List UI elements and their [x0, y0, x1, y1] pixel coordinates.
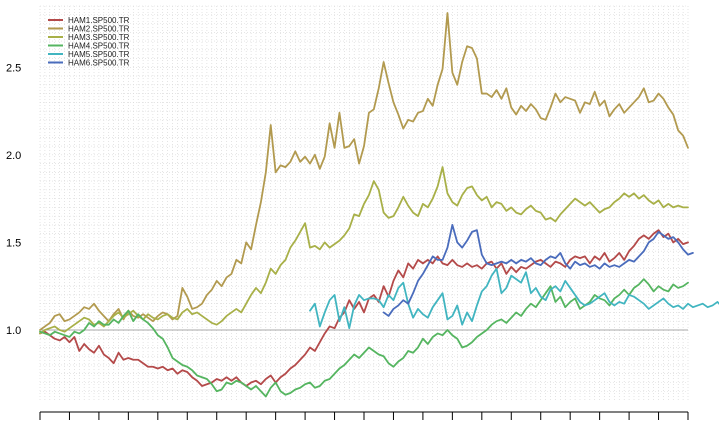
legend-label: HAM2.SP500.TR: [68, 25, 130, 34]
series-line-ham6: [382, 223, 694, 317]
series-line-ham4: [39, 278, 689, 398]
series-line-ham1: [39, 229, 689, 387]
y-tick-label: 1.0: [6, 325, 21, 337]
series-lines: [39, 12, 719, 398]
y-tick-label: 1.5: [6, 237, 21, 249]
legend-label: HAM1.SP500.TR: [68, 16, 130, 25]
legend: HAM1.SP500.TRHAM2.SP500.TRHAM3.SP500.TRH…: [48, 16, 130, 68]
legend-label: HAM6.SP500.TR: [68, 59, 130, 68]
axes: 1.0 1.5 2.0 2.5: [6, 62, 689, 420]
series-line-ham3: [39, 166, 689, 335]
series-line-ham2: [39, 12, 689, 331]
series-line-ham5: [309, 267, 719, 330]
y-tick-label: 2.5: [6, 62, 21, 74]
grid: [39, 5, 689, 400]
legend-label: HAM3.SP500.TR: [68, 33, 130, 42]
legend-label: HAM5.SP500.TR: [68, 50, 130, 59]
y-tick-label: 2.0: [6, 150, 21, 162]
legend-label: HAM4.SP500.TR: [68, 42, 130, 51]
